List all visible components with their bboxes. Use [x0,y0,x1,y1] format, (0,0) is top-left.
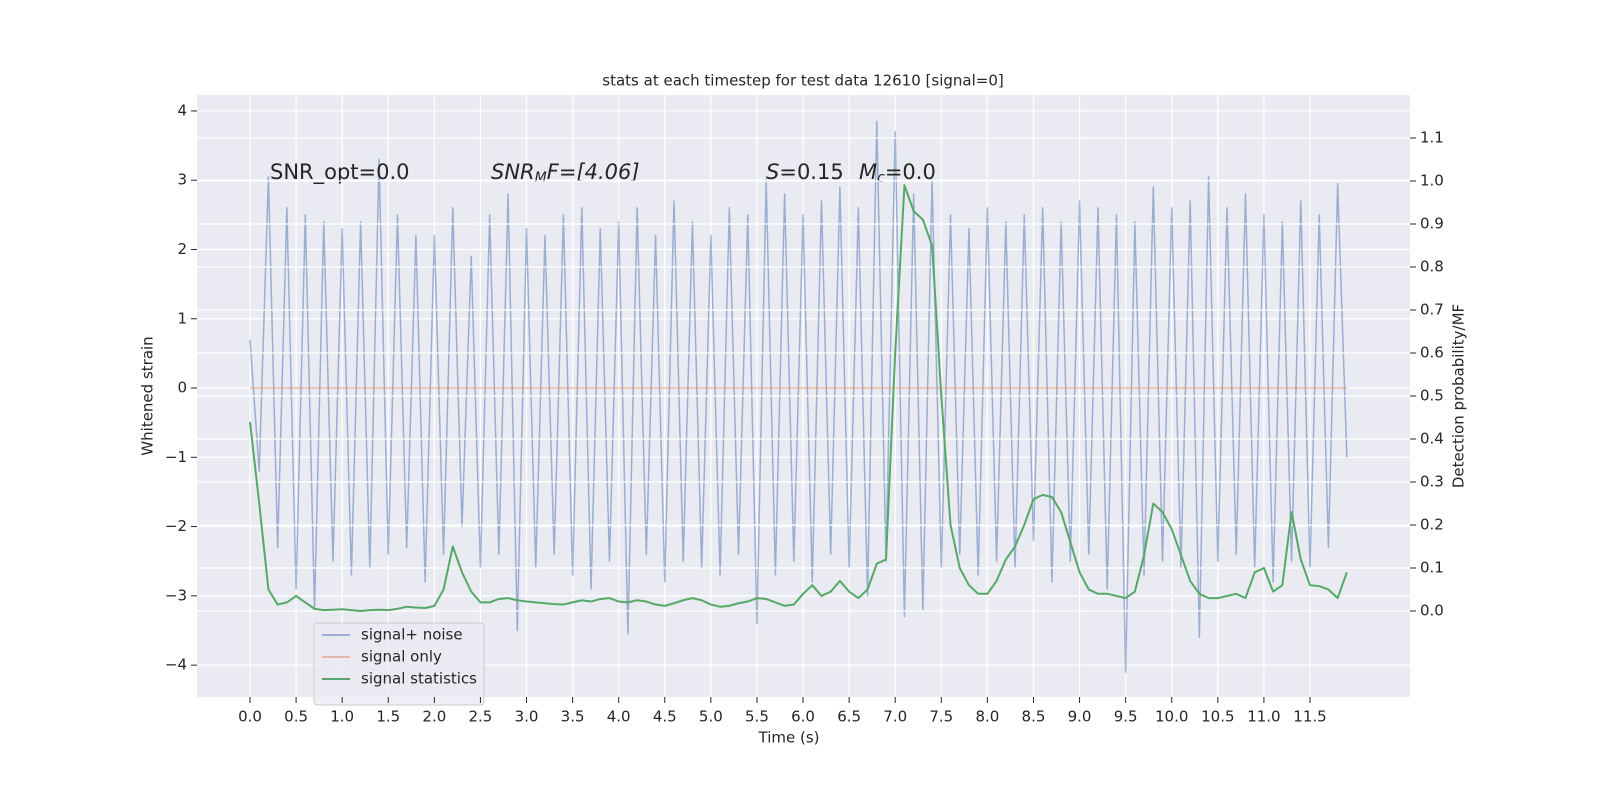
over-layer [197,137,1410,612]
series-layer [249,184,1348,612]
x-tick-label: 4.5 [653,708,677,726]
legend: signal+ noise signal only signal statistic… [313,622,485,706]
x-tick-label: 1.5 [376,708,400,726]
x-tick-label: 8.0 [975,708,999,726]
x-axis-label: Time (s) [758,729,820,747]
y-tick-label: 2 [177,240,187,258]
x-tick-label: 7.0 [883,708,907,726]
x-tick-label: 0.5 [284,708,308,726]
y2-tick-label: 0.2 [1420,516,1444,534]
annotation-subscript: M [535,170,547,186]
x-tick-label: 10.5 [1201,708,1234,726]
y2-tick-label: 0.0 [1420,602,1444,620]
x-tick-label: 5.5 [745,708,769,726]
x-tick-label: 1.0 [330,708,354,726]
annotation-subscript: c [877,170,885,186]
series-line [249,184,1348,612]
x-tick-label: 4.0 [607,708,631,726]
annotation-text: =0.15 [779,160,843,184]
annotation-text: =0.0 [885,160,936,184]
y-tick-label: 1 [177,309,187,327]
legend-box [313,622,485,706]
y-tick-label: 4 [177,101,187,119]
annotation: S=0.15 [766,160,844,184]
y2-tick-label: 0.9 [1420,215,1444,233]
x-tick-label: 2.0 [422,708,446,726]
x-tick-label: 11.0 [1247,708,1280,726]
y-tick-label: 0 [177,379,187,397]
y-tick-label: −2 [165,517,187,535]
y2-tick-label: 1.0 [1420,172,1444,190]
x-tick-label: 6.5 [837,708,861,726]
x-tick-label: 2.5 [469,708,493,726]
x-tick-label: 0.0 [238,708,262,726]
y-tick-label: 3 [177,171,187,189]
legend-label: signal only [361,648,442,666]
annotation-text: M [859,160,877,184]
x-tick-label: 9.5 [1114,708,1138,726]
annotation-text: F=[4.06] [547,160,640,184]
y-tick-label: −3 [165,586,187,604]
y2-tick-label: 0.6 [1420,344,1444,362]
x-tick-label: 8.5 [1022,708,1046,726]
y2-tick-label: 0.7 [1420,301,1444,319]
y2-tick-label: 1.1 [1420,129,1444,147]
x-tick-label: 3.0 [515,708,539,726]
y2-tick-label: 0.1 [1420,559,1444,577]
x-tick-label: 3.5 [561,708,585,726]
y-tick-label: −1 [165,448,187,466]
x-tick-label: 6.0 [791,708,815,726]
annotation: SNRMF=[4.06] [491,160,640,186]
y-axis-label: Whitened strain [139,336,157,455]
annotation: Mc=0.0 [859,160,936,186]
y2-tick-label: 0.5 [1420,387,1444,405]
y-tick-label: −4 [165,656,187,674]
x-tick-label: 10.0 [1155,708,1188,726]
chart-title: stats at each timestep for test data 126… [602,72,1003,90]
annotation-text: S [766,160,779,184]
legend-label: signal statistics [361,670,477,688]
x-tick-label: 5.0 [699,708,723,726]
annotation-text: SNR [491,160,535,184]
legend-label: signal+ noise [361,626,463,644]
x-tick-label: 11.5 [1293,708,1326,726]
x-tick-label: 7.5 [929,708,953,726]
y2-axis-label: Detection probability/MF [1450,304,1468,488]
y2-tick-label: 0.3 [1420,473,1444,491]
y2-tick-label: 0.4 [1420,430,1444,448]
x-tick-label: 9.0 [1068,708,1092,726]
y2-tick-label: 0.8 [1420,258,1444,276]
